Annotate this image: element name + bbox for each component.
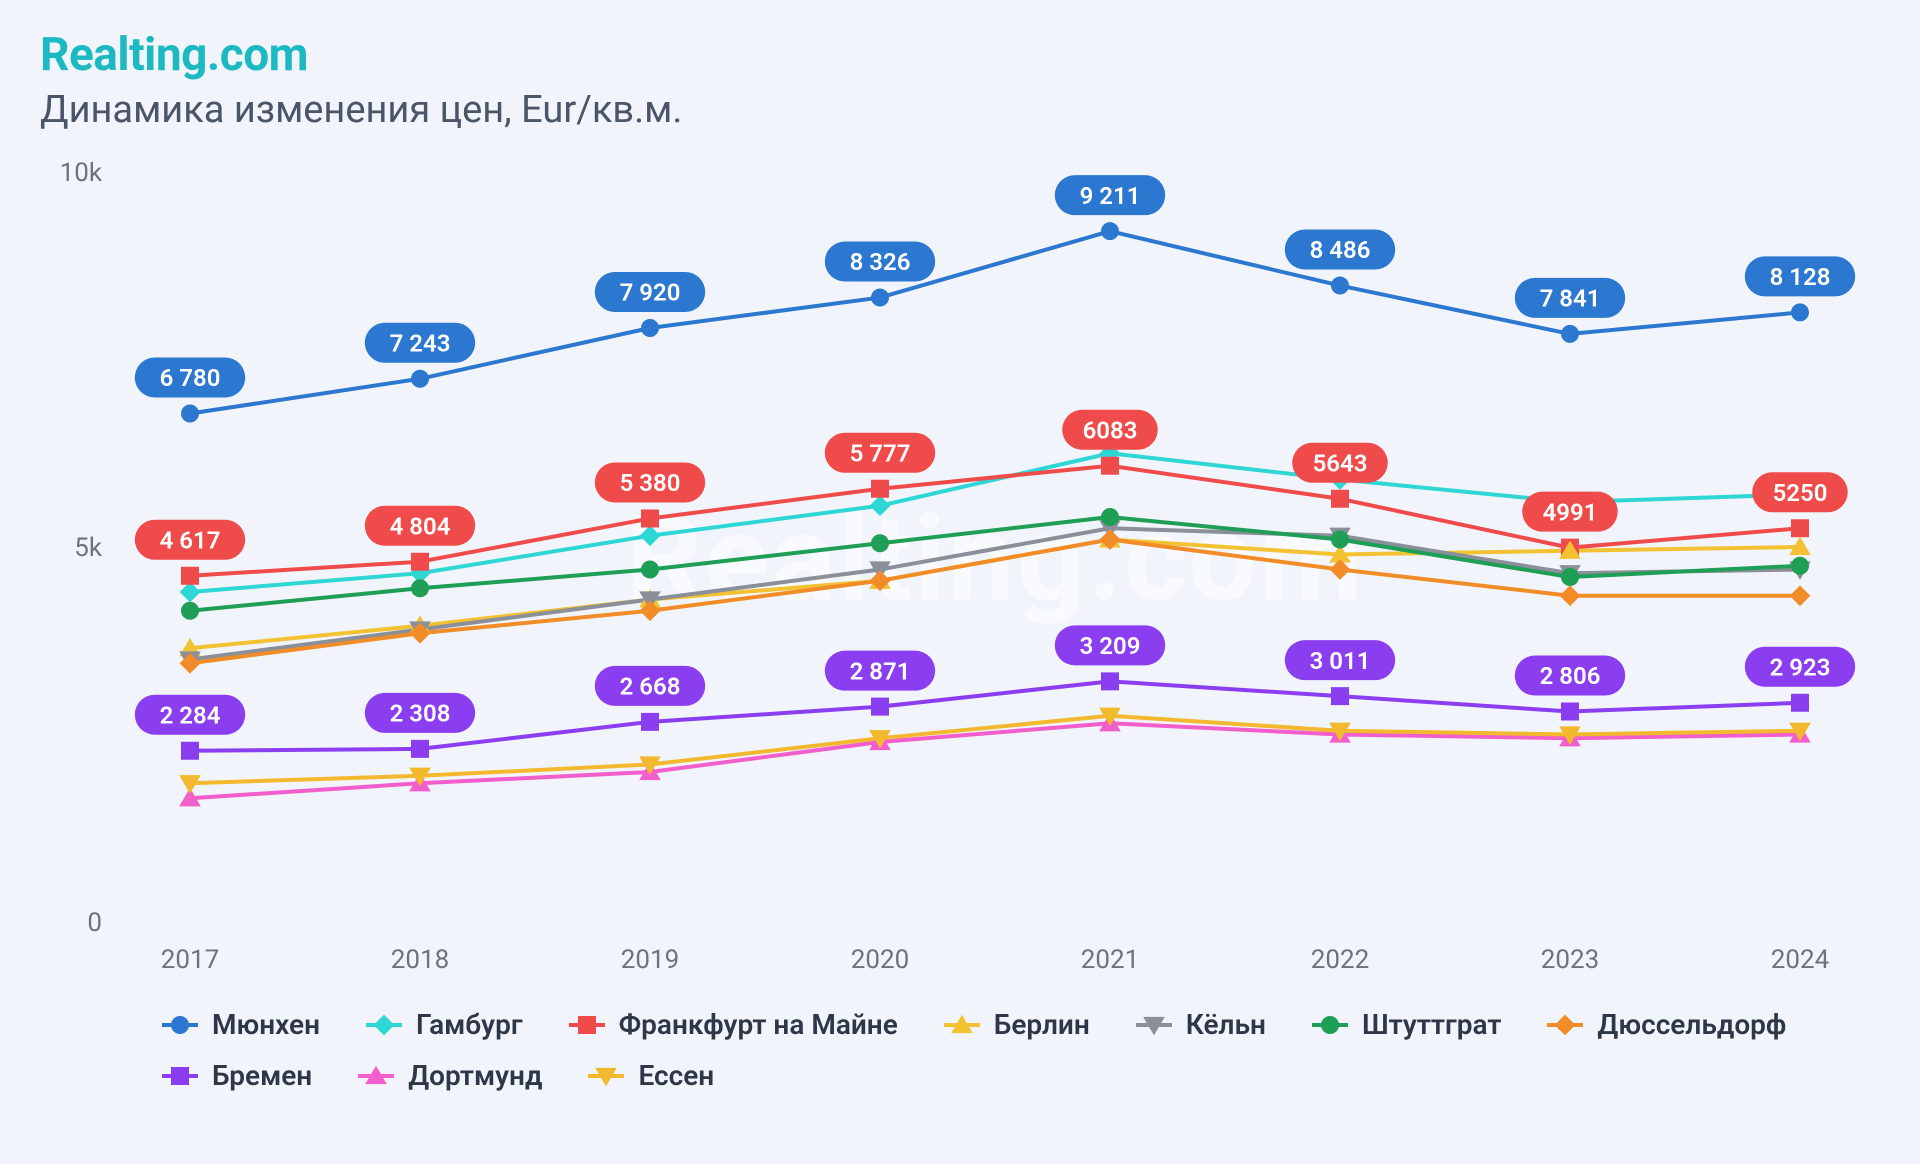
legend-item[interactable]: Мюнхен xyxy=(160,1008,320,1041)
legend-marker-icon xyxy=(160,1065,200,1087)
svg-text:5250: 5250 xyxy=(1773,479,1828,507)
legend-label: Дюссельдорф xyxy=(1597,1008,1786,1041)
svg-text:8 326: 8 326 xyxy=(850,248,911,276)
legend-marker-icon xyxy=(1310,1014,1350,1036)
legend-marker-icon xyxy=(1134,1014,1174,1036)
legend-label: Берлин xyxy=(994,1008,1090,1041)
svg-text:0: 0 xyxy=(87,908,102,938)
svg-text:4 804: 4 804 xyxy=(390,512,451,540)
svg-text:2019: 2019 xyxy=(621,945,679,975)
svg-text:8 128: 8 128 xyxy=(1770,263,1831,291)
legend-label: Мюнхен xyxy=(212,1008,320,1041)
legend-marker-icon xyxy=(160,1014,200,1036)
chart-subtitle: Динамика изменения цен, Eur/кв.м. xyxy=(40,88,1880,132)
legend-marker-icon xyxy=(356,1065,396,1087)
legend-marker-icon xyxy=(942,1014,982,1036)
svg-text:2017: 2017 xyxy=(161,945,219,975)
svg-text:5k: 5k xyxy=(74,533,103,563)
svg-text:5 380: 5 380 xyxy=(620,469,681,497)
svg-text:2 308: 2 308 xyxy=(390,700,451,728)
svg-text:2 871: 2 871 xyxy=(850,657,911,685)
legend-marker-icon xyxy=(567,1014,607,1036)
svg-text:2 284: 2 284 xyxy=(160,701,221,729)
svg-text:6 780: 6 780 xyxy=(160,364,221,392)
legend-item[interactable]: Кёльн xyxy=(1134,1008,1266,1041)
legend-marker-icon xyxy=(1545,1014,1585,1036)
svg-text:2023: 2023 xyxy=(1541,945,1599,975)
svg-text:9 211: 9 211 xyxy=(1080,182,1141,210)
svg-text:7 920: 7 920 xyxy=(620,279,681,307)
svg-text:2 806: 2 806 xyxy=(1540,662,1601,690)
legend-label: Бремен xyxy=(212,1059,312,1092)
svg-text:7 841: 7 841 xyxy=(1540,285,1601,313)
legend-marker-icon xyxy=(586,1065,626,1087)
legend-item[interactable]: Гамбург xyxy=(364,1008,523,1041)
legend-item[interactable]: Дортмунд xyxy=(356,1059,542,1092)
svg-text:8 486: 8 486 xyxy=(1310,236,1371,264)
svg-text:7 243: 7 243 xyxy=(390,329,451,357)
legend-item[interactable]: Франкфурт на Майне xyxy=(567,1008,898,1041)
svg-text:2022: 2022 xyxy=(1311,945,1369,975)
legend-label: Дортмунд xyxy=(408,1059,542,1092)
legend-label: Кёльн xyxy=(1186,1008,1266,1041)
line-chart-svg: 05k10k20172018201920202021202220232024Re… xyxy=(40,162,1880,982)
legend-item[interactable]: Берлин xyxy=(942,1008,1090,1041)
legend-marker-icon xyxy=(364,1014,404,1036)
svg-text:2021: 2021 xyxy=(1081,945,1139,975)
legend-label: Штуттграт xyxy=(1362,1008,1501,1041)
legend-label: Франкфурт на Майне xyxy=(619,1008,898,1041)
legend-item[interactable]: Штуттграт xyxy=(1310,1008,1501,1041)
svg-text:6083: 6083 xyxy=(1083,416,1138,444)
chart-legend: Мюнхен Гамбург Франкфурт на Майне Берлин Кёл… xyxy=(40,1008,1800,1092)
legend-item[interactable]: Бремен xyxy=(160,1059,312,1092)
svg-text:2 923: 2 923 xyxy=(1770,653,1831,681)
brand-title: Realting.com xyxy=(40,28,1880,82)
svg-text:5643: 5643 xyxy=(1313,449,1368,477)
legend-label: Ессен xyxy=(638,1059,714,1092)
svg-text:2018: 2018 xyxy=(391,945,449,975)
svg-text:2 668: 2 668 xyxy=(620,673,681,701)
chart-container: Realting.com Динамика изменения цен, Eur… xyxy=(0,0,1920,1164)
legend-item[interactable]: Ессен xyxy=(586,1059,714,1092)
legend-label: Гамбург xyxy=(416,1008,523,1041)
svg-text:3 209: 3 209 xyxy=(1080,632,1141,660)
svg-text:4 617: 4 617 xyxy=(160,526,221,554)
svg-text:4991: 4991 xyxy=(1543,498,1598,526)
svg-text:3 011: 3 011 xyxy=(1310,647,1371,675)
svg-text:5 777: 5 777 xyxy=(850,439,911,467)
chart-plot-area: 05k10k20172018201920202021202220232024Re… xyxy=(40,162,1880,982)
legend-item[interactable]: Дюссельдорф xyxy=(1545,1008,1786,1041)
svg-text:2020: 2020 xyxy=(851,945,909,975)
svg-text:2024: 2024 xyxy=(1771,945,1830,975)
svg-text:10k: 10k xyxy=(60,162,103,188)
